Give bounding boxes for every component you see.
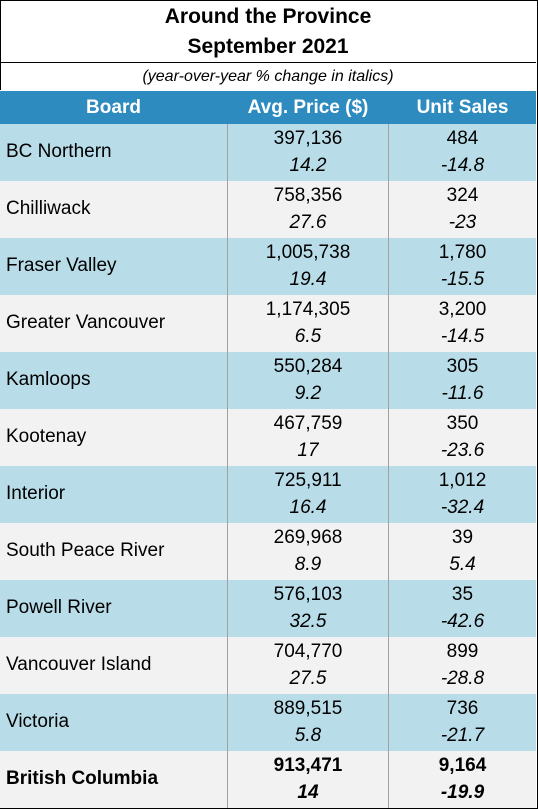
unit-sales-change: 5.4 [449,554,476,575]
table-row-total: British Columbia 913,471 14 9,164 -19.9 [0,751,536,808]
unit-sales-change: -15.5 [440,269,485,290]
unit-sales-change: -42.6 [440,611,485,632]
avg-price-change: 16.4 [289,497,327,518]
avg-price-change: 32.5 [289,611,327,632]
table-row: Interior 725,911 16.4 1,012 -32.4 [0,466,536,523]
title-line-2: September 2021 [187,35,349,58]
unit-sales-change: -32.4 [440,497,485,518]
board-name: Fraser Valley [6,255,117,276]
unit-sales-change: -11.6 [441,383,484,404]
unit-sales: 9,164 [438,755,487,776]
unit-sales: 899 [446,641,479,662]
table-row: Kamloops 550,284 9.2 305 -11.6 [0,352,536,409]
board-name: Kootenay [6,426,87,447]
avg-price: 576,103 [273,584,343,605]
board-name: South Peace River [6,540,165,561]
board-name: Victoria [6,711,70,732]
avg-price: 704,770 [273,641,343,662]
column-divider [388,124,389,808]
avg-price-change: 14.2 [289,155,327,176]
board-name: BC Northern [6,141,112,162]
table-row: BC Northern 397,136 14.2 484 -14.8 [0,124,536,181]
unit-sales: 1,012 [438,470,487,491]
board-name: Vancouver Island [6,654,152,675]
unit-sales: 1,780 [438,242,487,263]
table-row: Victoria 889,515 5.8 736 -21.7 [0,694,536,751]
unit-sales: 736 [446,698,479,719]
table-row: Greater Vancouver 1,174,305 6.5 3,200 -14.… [0,295,536,352]
avg-price: 725,911 [274,470,342,491]
avg-price: 889,515 [273,698,343,719]
table-header: Board Avg. Price ($) Unit Sales [0,90,536,125]
table-subtitle: (year-over-year % change in italics) [142,68,394,85]
table-row: Vancouver Island 704,770 27.5 899 -28.8 [0,637,536,694]
unit-sales: 35 [451,584,474,605]
header-board: Board [86,97,141,118]
avg-price-change: 17 [297,440,319,461]
column-divider [227,124,228,808]
table-row: Fraser Valley 1,005,738 19.4 1,780 -15.5 [0,238,536,295]
unit-sales: 484 [446,128,479,149]
avg-price-change: 5.8 [294,725,322,746]
avg-price: 550,284 [273,356,343,377]
unit-sales-change: -19.9 [440,782,485,803]
table-row: South Peace River 269,968 8.9 39 5.4 [0,523,536,580]
board-name: Chilliwack [6,198,91,219]
avg-price-change: 27.6 [289,212,327,233]
board-name: Kamloops [6,369,91,390]
avg-price: 1,174,305 [265,299,351,320]
unit-sales-change: -14.5 [440,326,485,347]
avg-price: 913,471 [273,755,343,776]
board-name: Powell River [6,597,112,618]
board-name: Interior [6,483,66,504]
avg-price-change: 9.2 [294,383,322,404]
unit-sales: 39 [451,527,474,548]
board-name: Greater Vancouver [6,312,166,333]
unit-sales-change: -14.8 [440,155,485,176]
avg-price: 758,356 [273,185,343,206]
table-row: Powell River 576,103 32.5 35 -42.6 [0,580,536,637]
unit-sales-change: -23 [448,212,477,233]
avg-price-change: 14 [297,782,319,803]
avg-price: 1,005,738 [265,242,351,263]
table-title: Around the Province September 2021 [0,0,536,63]
avg-price-change: 27.5 [289,668,327,689]
header-avg-price: Avg. Price ($) [247,97,369,118]
unit-sales-change: -28.8 [440,668,485,689]
avg-price: 467,759 [273,413,343,434]
unit-sales-change: -21.7 [440,725,485,746]
table-row: Kootenay 467,759 17 350 -23.6 [0,409,536,466]
title-line-1: Around the Province [164,5,372,28]
avg-price-change: 8.9 [294,554,322,575]
header-unit-sales: Unit Sales [416,97,509,118]
unit-sales: 324 [446,185,479,206]
avg-price-change: 19.4 [289,269,327,290]
unit-sales: 350 [446,413,479,434]
avg-price: 269,968 [273,527,343,548]
avg-price-change: 6.5 [294,326,322,347]
table-body: BC Northern 397,136 14.2 484 -14.8 Chilliw… [0,124,536,808]
unit-sales: 305 [446,356,479,377]
board-name: British Columbia [6,768,159,789]
table-row: Chilliwack 758,356 27.6 324 -23 [0,181,536,238]
avg-price: 397,136 [273,128,343,149]
unit-sales: 3,200 [438,299,487,320]
unit-sales-change: -23.6 [440,440,485,461]
